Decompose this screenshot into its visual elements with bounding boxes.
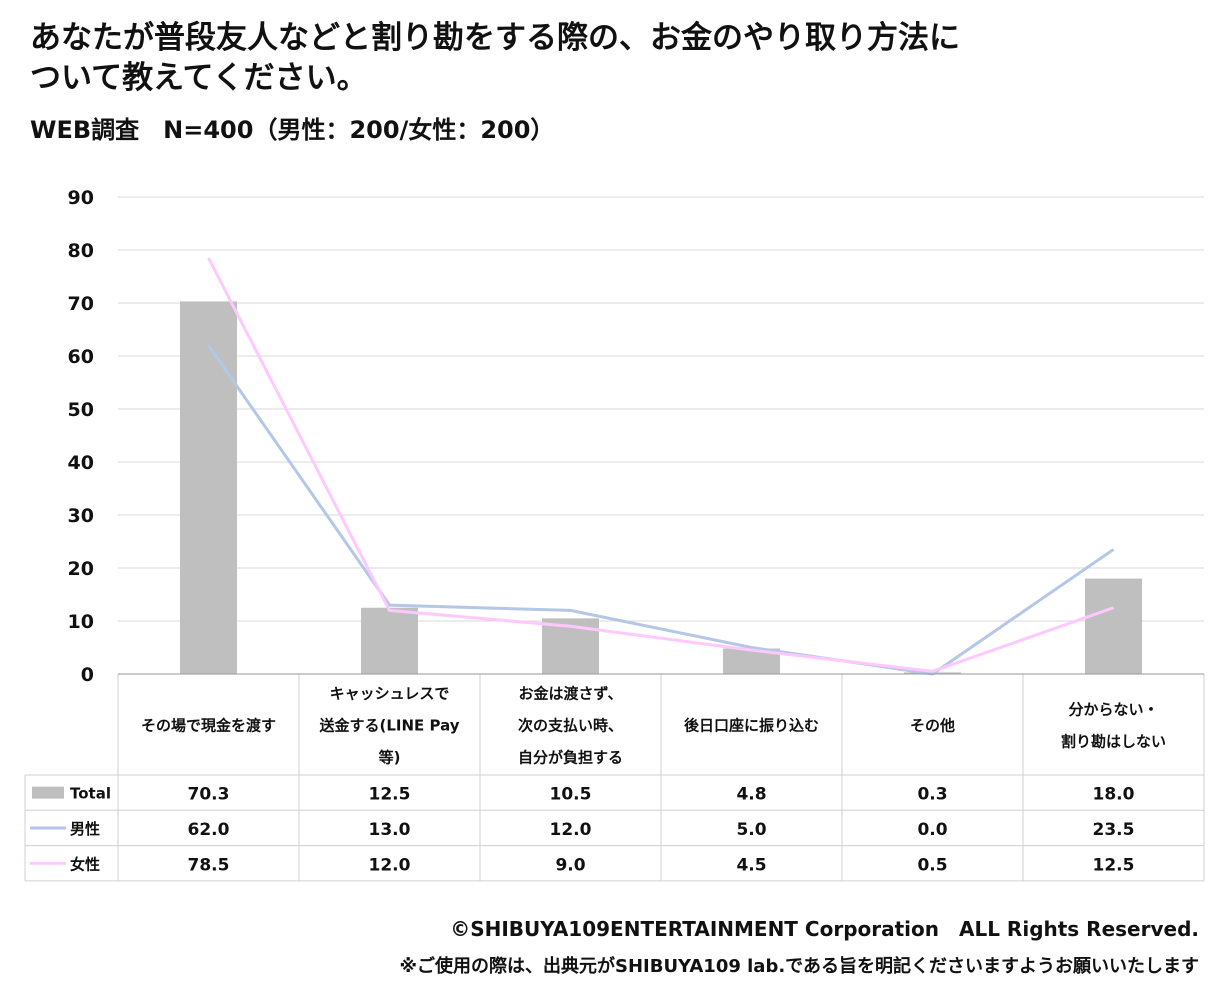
line-male xyxy=(207,344,1115,676)
table-value: 12.0 xyxy=(369,855,411,875)
y-tick-label: 70 xyxy=(68,293,94,315)
y-tick-label: 30 xyxy=(68,505,94,527)
legend-total-key xyxy=(32,786,64,799)
y-tick-label: 80 xyxy=(68,240,94,262)
legend-total-label: Total xyxy=(70,785,111,803)
table-value: 18.0 xyxy=(1093,785,1135,805)
table-value: 5.0 xyxy=(736,820,766,840)
x-category-label: 送金する(LINE Pay xyxy=(318,717,459,735)
x-category-label: お金は渡さず、 xyxy=(519,685,623,703)
x-category-label: 自分が負担する xyxy=(518,749,623,767)
table-value: 4.5 xyxy=(736,855,766,875)
table-value: 0.3 xyxy=(917,785,947,805)
x-category-label: キャッシュレスで xyxy=(330,685,450,703)
y-tick-label: 50 xyxy=(68,399,94,421)
x-category-label: その場で現金を渡す xyxy=(141,717,276,735)
x-category-label: 等) xyxy=(379,749,401,767)
table-value: 10.5 xyxy=(550,785,592,805)
table-value: 62.0 xyxy=(188,820,230,840)
x-category-label: その他 xyxy=(910,717,955,735)
table-value: 0.5 xyxy=(917,855,947,875)
table-value: 78.5 xyxy=(188,855,230,875)
table-value: 70.3 xyxy=(188,785,230,805)
y-tick-label: 60 xyxy=(68,346,94,368)
table-value: 23.5 xyxy=(1093,820,1135,840)
table-value: 4.8 xyxy=(736,785,766,805)
chart-title: あなたが普段友人などと割り勘をする際の、お金のやり取り方法に ついて教えてくださ… xyxy=(30,18,960,98)
x-category-label: 分からない・ xyxy=(1068,701,1158,719)
legend-male-label: 男性 xyxy=(70,820,100,838)
y-tick-label: 10 xyxy=(68,611,94,633)
x-category-label: 後日口座に振り込む xyxy=(683,717,819,735)
table-value: 13.0 xyxy=(369,820,411,840)
legend-female-label: 女性 xyxy=(70,855,100,873)
y-tick-label: 40 xyxy=(68,452,94,474)
x-category-label: 次の支払い時、 xyxy=(518,717,623,735)
table-value: 12.0 xyxy=(550,820,592,840)
bar-total xyxy=(180,301,237,674)
usage-note: ※ご使用の際は、出典元がSHIBUYA109 lab.である旨を明記くださいます… xyxy=(399,956,1200,977)
table-value: 12.5 xyxy=(369,785,411,805)
line-female xyxy=(207,257,1114,673)
chart-title-line2: ついて教えてください。 xyxy=(30,60,368,96)
chart-subtitle: WEB調査 N=400（男性：200/女性：200） xyxy=(30,116,555,144)
x-category-label: 割り勘はしない xyxy=(1061,733,1166,751)
table-value: 9.0 xyxy=(555,855,585,875)
copyright-text: ©SHIBUYA109ENTERTAINMENT Corporation ALL… xyxy=(450,917,1199,941)
table-value: 12.5 xyxy=(1093,855,1135,875)
y-tick-label: 90 xyxy=(68,187,94,209)
bar-total xyxy=(1085,578,1142,674)
y-tick-label: 20 xyxy=(68,558,94,580)
y-tick-label: 0 xyxy=(81,664,94,686)
bar-total xyxy=(361,607,418,674)
chart-title-line1: あなたが普段友人などと割り勘をする際の、お金のやり取り方法に xyxy=(30,20,960,56)
table-value: 0.0 xyxy=(917,820,947,840)
